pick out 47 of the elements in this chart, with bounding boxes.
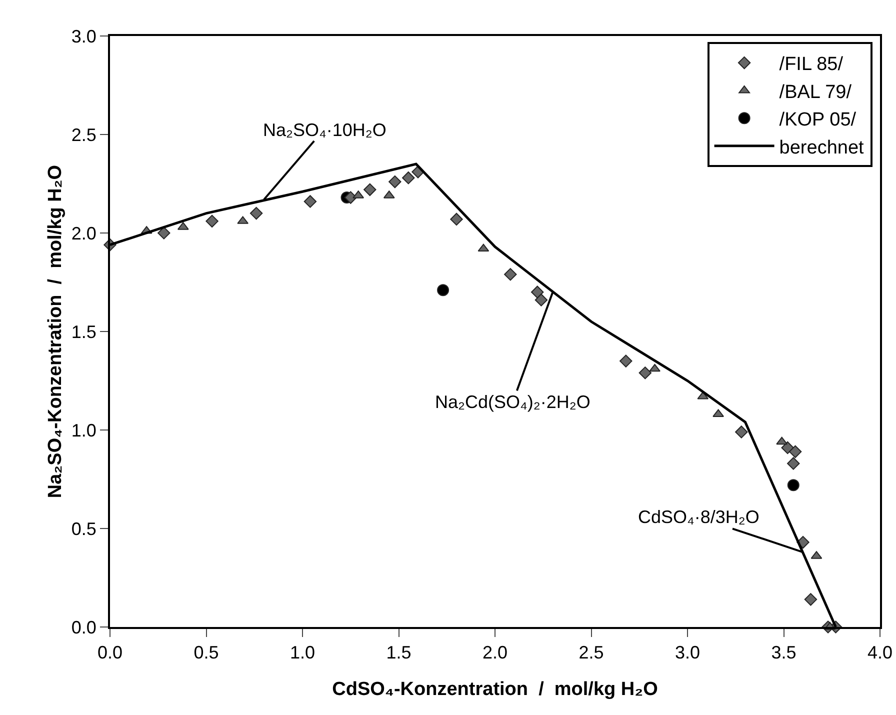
legend-label: /FIL 85/ xyxy=(779,54,844,76)
point xyxy=(364,183,376,196)
point xyxy=(304,195,317,208)
point xyxy=(158,226,170,240)
y-tick-label: 0.0 xyxy=(71,617,96,638)
x-tick-label: 4.0 xyxy=(867,642,893,663)
point xyxy=(402,171,415,184)
point xyxy=(620,354,632,368)
x-tick-label: 1.0 xyxy=(290,642,316,663)
x-axis-title: CdSO₄-Konzentration / mol/kg H₂O xyxy=(332,679,658,700)
x-tick-label: 3.0 xyxy=(674,642,700,663)
annotation: CdSO₄·8/3H₂O xyxy=(638,507,760,527)
legend-label: /KOP 05/ xyxy=(779,110,857,131)
x-tick-label: 3.5 xyxy=(771,642,796,663)
point xyxy=(776,436,788,445)
x-tick-label: 2.0 xyxy=(482,642,508,663)
point xyxy=(478,244,490,252)
annotation: Na₂Cd(SO₄)₂·2H₂O xyxy=(435,392,590,412)
y-tick-label: 2.5 xyxy=(71,124,96,145)
y-tick-label: 0.5 xyxy=(71,518,96,539)
x-tick-label: 0.0 xyxy=(97,642,123,663)
x-tick-label: 1.5 xyxy=(386,642,412,663)
point xyxy=(638,366,652,380)
y-axis-title: Na₂SO₄-Konzentration / mol/kg H₂O xyxy=(45,164,66,498)
point xyxy=(735,426,748,438)
x-tick-label: 2.5 xyxy=(578,642,604,663)
point xyxy=(206,214,218,228)
point xyxy=(804,593,818,606)
y-tick-label: 1.5 xyxy=(71,322,96,342)
point xyxy=(788,445,802,458)
point xyxy=(250,206,263,220)
y-tick-label: 3.0 xyxy=(71,26,96,46)
point xyxy=(388,175,402,188)
point xyxy=(534,294,548,306)
point xyxy=(450,212,463,226)
point xyxy=(531,286,544,298)
point xyxy=(504,268,517,281)
y-tick-label: 1.0 xyxy=(71,420,96,440)
y-tick-label: 2.0 xyxy=(71,223,96,244)
point xyxy=(649,364,660,372)
legend-label: /BAL 79/ xyxy=(779,82,852,103)
point xyxy=(437,284,450,296)
point xyxy=(787,479,800,492)
x-tick-label: 0.5 xyxy=(194,642,219,663)
point xyxy=(787,457,800,470)
legend-label: berechnet xyxy=(779,137,865,158)
annotation: Na₂SO₄·10H₂O xyxy=(263,120,386,140)
